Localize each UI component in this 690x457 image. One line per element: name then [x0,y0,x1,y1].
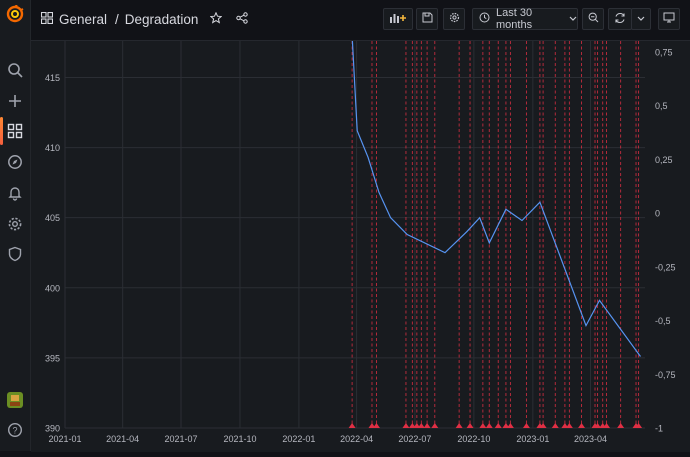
x-tick-label: 2023-04 [574,434,607,444]
help-icon[interactable]: ? [5,420,25,440]
breadcrumb: General / Degradation [40,10,249,28]
save-dashboard-button[interactable] [416,8,438,30]
avatar[interactable] [5,390,25,410]
y-left-tick-label: 395 [45,353,60,363]
x-tick-label: 2021-04 [106,434,139,444]
annotation-marker [348,423,356,428]
y-left-tick-label: 405 [45,213,60,223]
x-tick-label: 2022-07 [398,434,431,444]
y-right-tick-label: 0,75 [655,47,673,57]
y-left-tick-label: 390 [45,424,60,434]
dashboards-icon[interactable] [5,121,25,141]
x-tick-label: 2022-01 [282,434,315,444]
folder-link[interactable]: General [59,11,108,27]
annotation-marker [423,423,431,428]
chevron-down-icon [637,13,645,25]
search-icon[interactable] [5,60,25,80]
y-right-tick-label: 0,5 [655,101,668,111]
annotation-marker [594,423,602,428]
time-series-chart[interactable]: 390 395 400 405 410 415 -1 -0,75 -0,5 -0,25 0 0,25 0… [31,41,690,452]
y-right-tick-label: 0 [655,209,660,219]
x-tick-label: 2021-10 [223,434,256,444]
annotation-marker [372,423,380,428]
y-right-tick-label: -0,25 [655,262,676,272]
active-indicator [0,117,3,145]
y-left-tick-label: 415 [45,73,60,83]
dashboard-grid-icon [40,11,54,27]
refresh-interval-dropdown[interactable] [631,8,651,30]
time-range-picker[interactable]: Last 30 months [472,7,578,31]
compass-icon[interactable] [5,152,25,172]
y-right-tick-label: 0,25 [655,155,673,165]
annotation-marker [551,423,559,428]
x-tick-label: 2022-10 [457,434,490,444]
series-line [351,41,641,357]
annotation-marker [539,423,547,428]
annotation-marker [479,423,487,428]
gear-icon [449,12,460,26]
time-range-label: Last 30 months [496,7,533,31]
annotation-marker [565,423,573,428]
annotation-marker [368,423,376,428]
dashboard-navbar: General / Degradation Last 30 months [31,0,690,38]
zoom-out-button[interactable] [582,8,604,30]
bell-icon[interactable] [5,183,25,203]
y-right-tick-label: -0,75 [655,370,676,380]
zoom-out-icon [588,12,599,26]
annotation-marker [485,423,493,428]
annotation-marker [494,423,502,428]
chevron-down-icon [569,13,577,25]
annotation-marker [603,423,611,428]
annotation-marker [578,423,586,428]
graph-panel: 390 395 400 405 410 415 -1 -0,75 -0,5 -0,25 0 0,25 0… [31,40,690,452]
share-icon[interactable] [236,11,249,27]
y-left-tick-label: 410 [45,143,60,153]
annotation-marker [617,423,625,428]
y-right-tick-label: -0,5 [655,316,671,326]
gear-icon[interactable] [5,214,25,234]
annotation-marker [522,423,530,428]
annotation-marker [402,423,410,428]
grafana-logo-icon[interactable] [5,4,25,24]
save-icon [422,12,433,26]
x-tick-label: 2023-01 [516,434,549,444]
shield-icon[interactable] [5,244,25,264]
star-icon[interactable] [209,11,223,27]
y-right-tick-label: -1 [655,424,663,434]
page-title[interactable]: Degradation [124,11,199,27]
add-panel-button[interactable] [383,8,413,30]
refresh-button[interactable] [608,8,632,30]
annotation-marker [455,423,463,428]
sidebar: ? [0,0,31,451]
breadcrumb-separator: / [115,11,119,27]
annotation-marker [413,423,421,428]
annotation-marker [502,423,510,428]
y-left-tick-label: 400 [45,283,60,293]
tv-mode-button[interactable] [658,8,680,30]
x-tick-label: 2021-01 [48,434,81,444]
add-panel-icon [389,12,407,27]
plus-icon[interactable] [5,91,25,111]
annotation-marker [506,423,514,428]
clock-icon [479,12,490,26]
annotation-marker [417,423,425,428]
annotation-marker [635,423,643,428]
annotation-marker [466,423,474,428]
refresh-icon [614,12,626,27]
svg-text:?: ? [12,425,17,435]
dashboard-settings-button[interactable] [443,8,465,30]
x-tick-label: 2021-07 [164,434,197,444]
monitor-icon [663,12,675,26]
annotation-marker [431,423,439,428]
x-tick-label: 2022-04 [340,434,373,444]
annotation-marker [408,423,416,428]
annotation-marker [561,423,569,428]
